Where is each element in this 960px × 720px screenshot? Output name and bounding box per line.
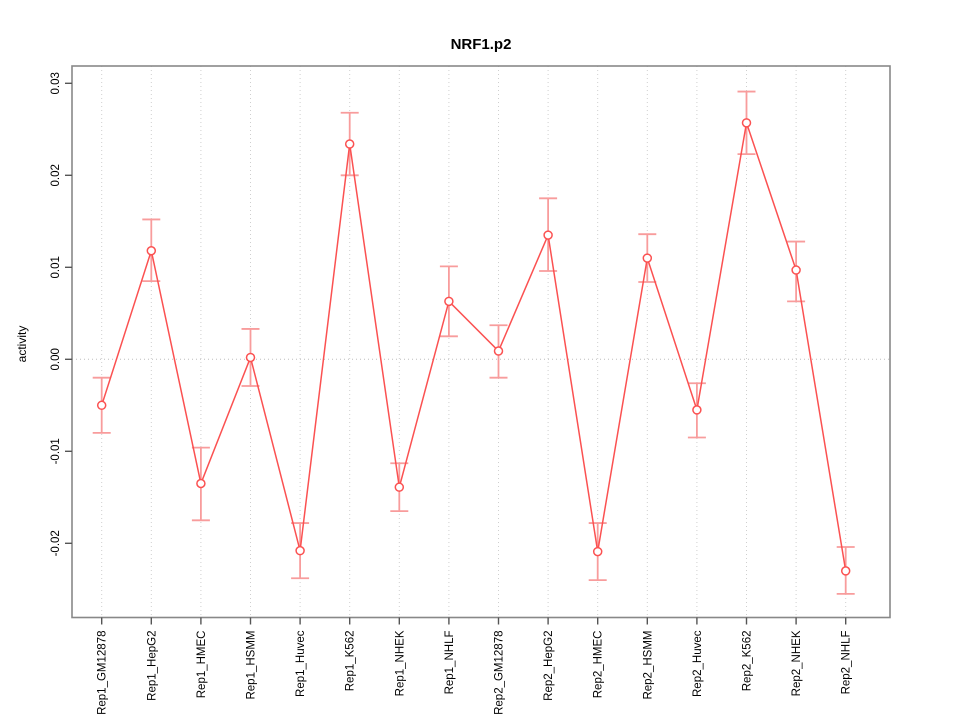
x-tick-label: Rep1_NHLF (444, 631, 456, 695)
x-tick-label: Rep1_HSMM (246, 631, 258, 700)
data-point (444, 296, 454, 307)
plot-border (71, 65, 891, 619)
data-point (642, 253, 653, 263)
x-tick-label: Rep2_HMEC (593, 631, 605, 699)
y-tick-label: -0.01 (50, 438, 62, 464)
x-tick-label: Rep2_NHEK (791, 630, 803, 696)
data-point (245, 352, 256, 363)
x-tick-label: Rep2_Huvec (692, 630, 704, 697)
y-axis-label: activity (15, 326, 29, 363)
x-tick-label: Rep1_HMEC (196, 631, 208, 699)
y-tick-label: -0.02 (50, 530, 62, 556)
data-point (840, 566, 851, 576)
data-point (493, 346, 504, 356)
data-point (146, 245, 157, 256)
data-point (394, 482, 405, 492)
x-tick-label: Rep2_K562 (742, 631, 754, 692)
x-tick-label: Rep1_GM12878 (97, 631, 109, 715)
x-tick-label: Rep1_HepG2 (146, 631, 158, 701)
series-line (100, 122, 847, 572)
plot-area: 0.03 0.02 0.01 0.00 -0.01 -0.02 Rep1_GM12878 Re… (50, 65, 891, 715)
data-point (295, 545, 305, 556)
data-point (791, 265, 801, 275)
data-point (543, 230, 553, 240)
y-tick-label: 0.01 (50, 256, 62, 278)
data-point (196, 478, 206, 489)
y-tick-label: 0.03 (50, 72, 62, 94)
x-tick-label: Rep1_K562 (345, 631, 357, 692)
chart-title: NRF1.p2 (451, 36, 512, 53)
data-point (592, 546, 603, 557)
x-tick-label: Rep1_Huvec (295, 630, 307, 697)
y-tick-label: 0.00 (50, 348, 62, 370)
x-tick-label: Rep2_HSMM (642, 631, 654, 700)
x-tick-label: Rep2_NHLF (841, 631, 853, 695)
data-point (692, 405, 702, 415)
x-tick-label: Rep2_GM12878 (494, 631, 506, 715)
data-point (344, 139, 355, 149)
x-tick-label: Rep2_HepG2 (543, 631, 555, 701)
data-point (741, 118, 752, 128)
x-tick-label: Rep1_NHEK (394, 630, 406, 696)
y-tick-label: 0.02 (50, 164, 62, 186)
data-point (96, 400, 107, 411)
